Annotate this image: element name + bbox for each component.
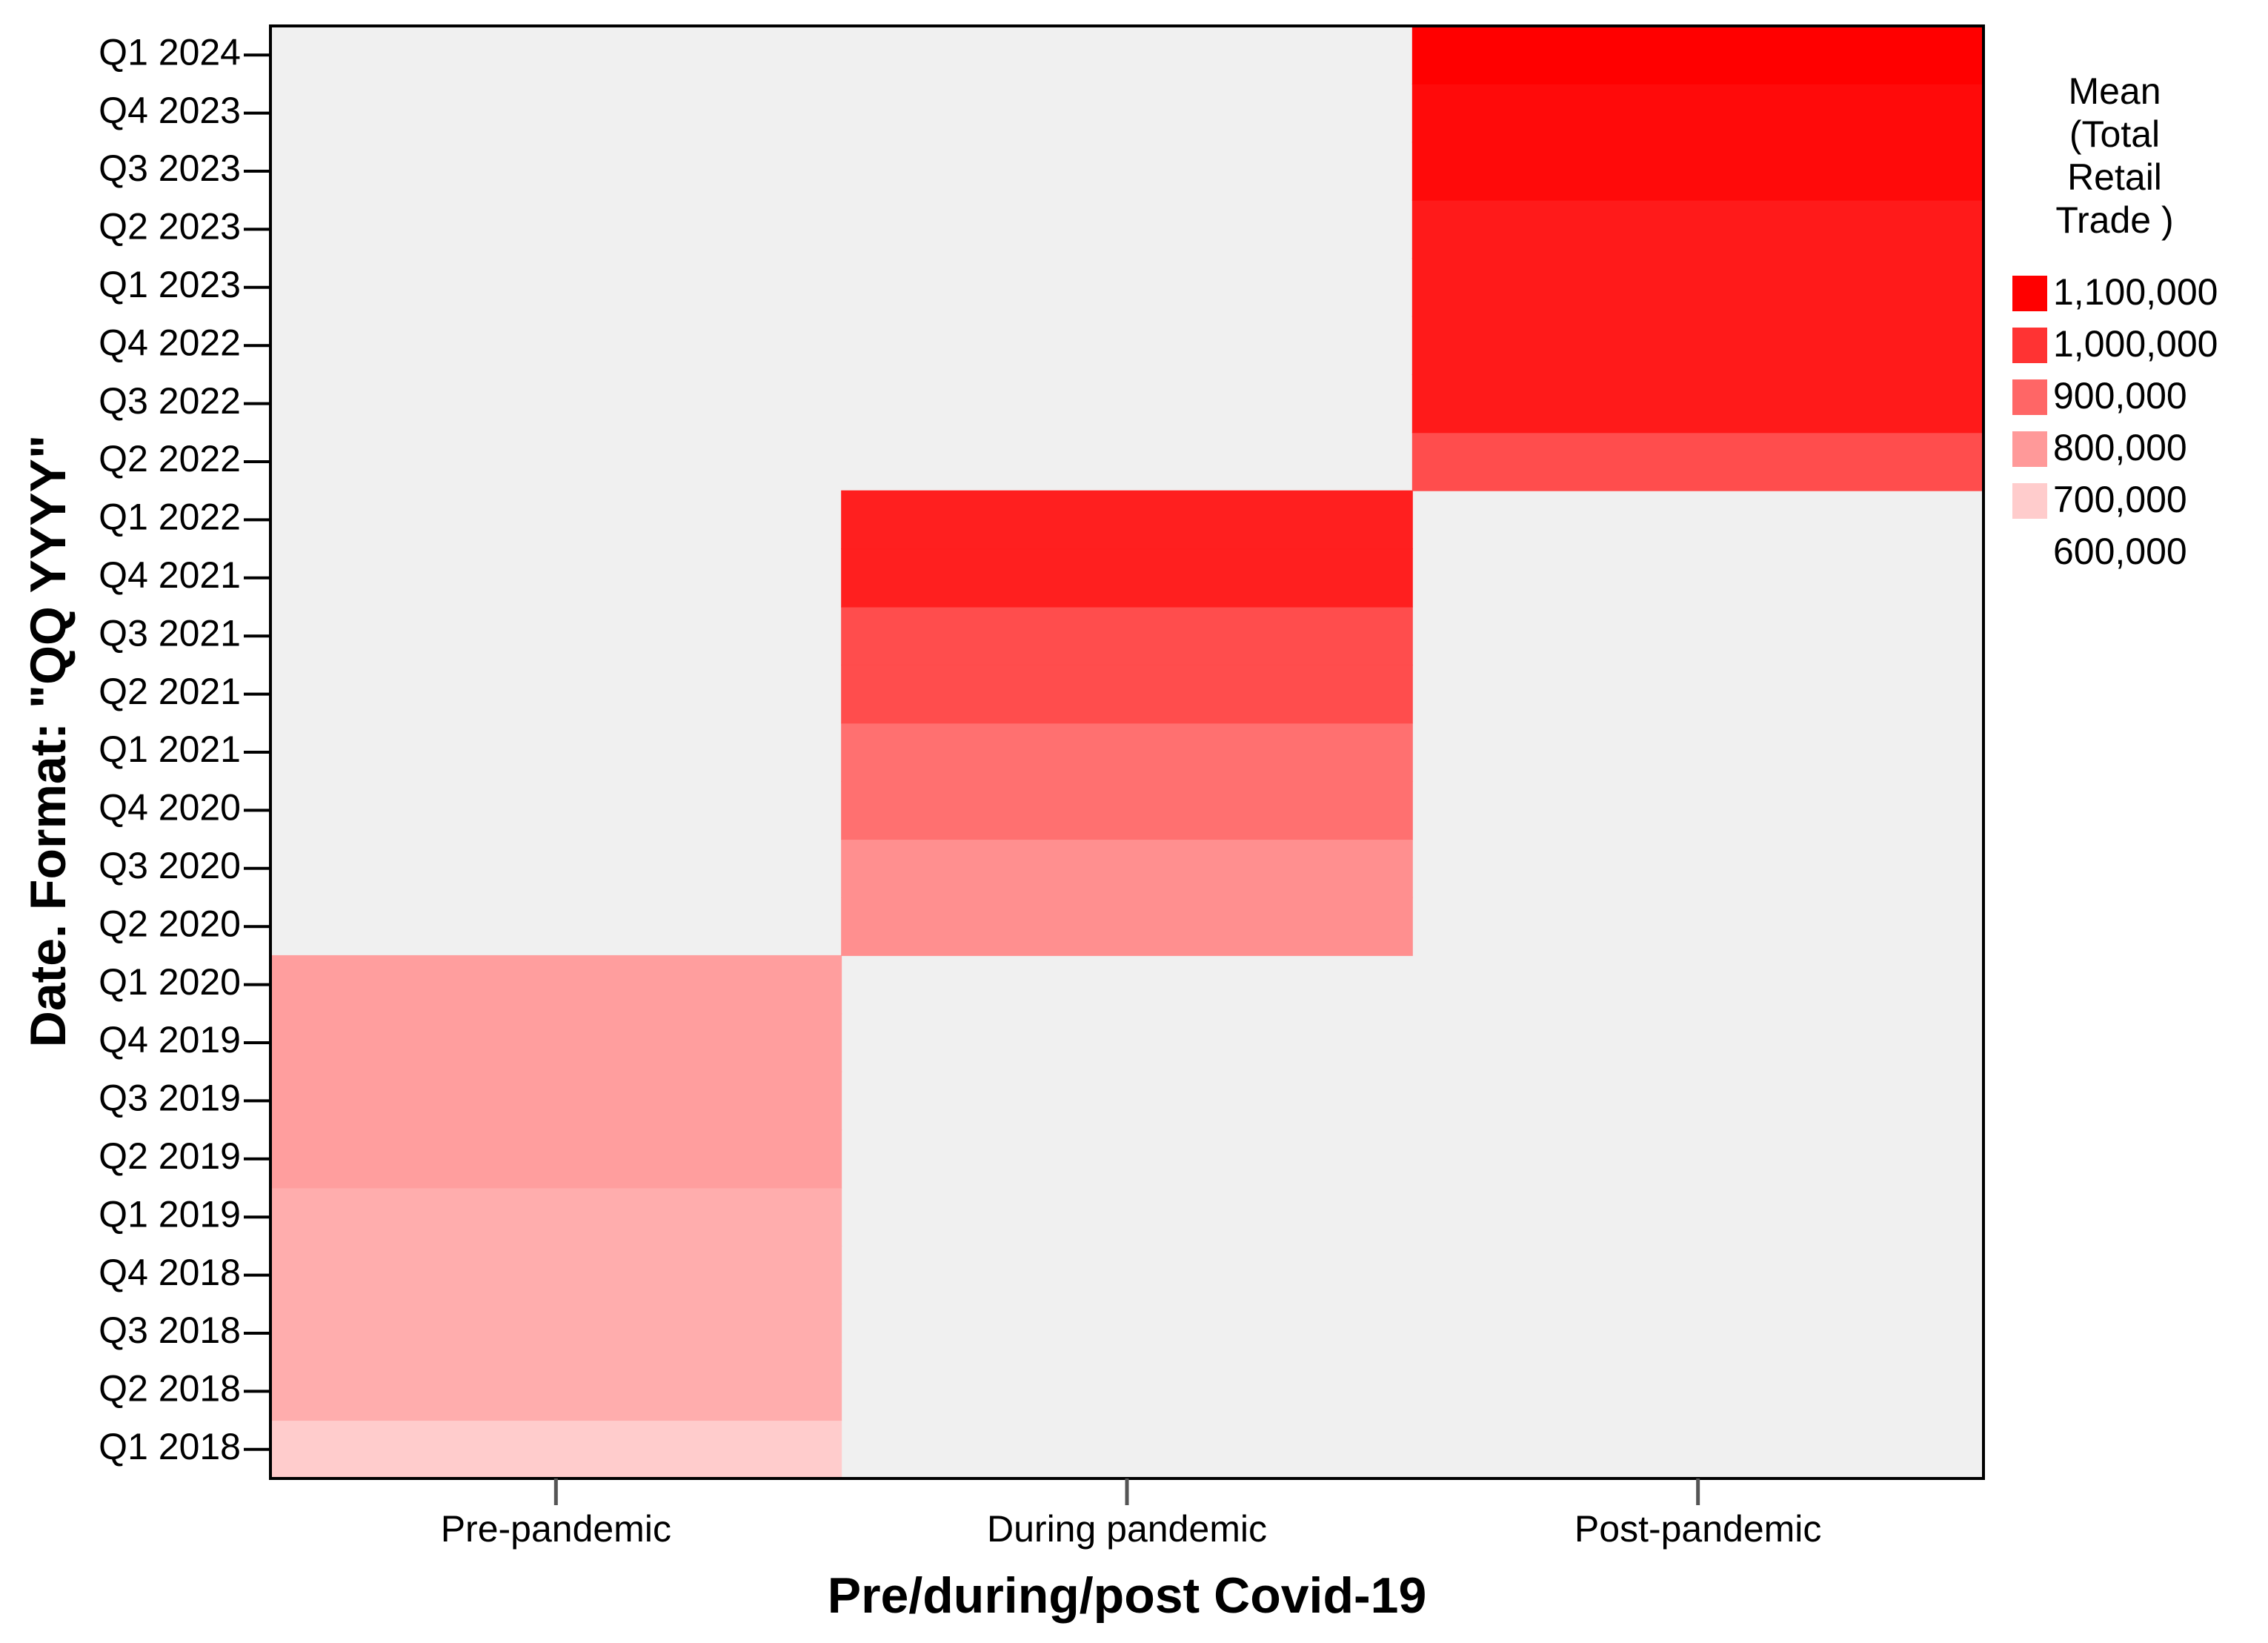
legend-swatch (2012, 379, 2047, 415)
y-tick-label: Q2 2019 (99, 1135, 241, 1177)
heat-cell (270, 1420, 842, 1479)
y-tick-label: Q2 2022 (99, 438, 241, 479)
y-tick-label: Q1 2019 (99, 1193, 241, 1235)
x-tick-label: During pandemic (987, 1508, 1267, 1550)
y-tick-label: Q4 2018 (99, 1252, 241, 1293)
legend-title: (Total (2069, 113, 2160, 155)
heat-cell (1411, 316, 1984, 375)
y-tick-label: Q3 2022 (99, 380, 241, 422)
heat-cell (1411, 258, 1984, 317)
y-tick-label: Q1 2020 (99, 961, 241, 1003)
heat-cell (841, 839, 1413, 898)
y-tick-label: Q1 2022 (99, 497, 241, 538)
y-tick-label: Q4 2020 (99, 787, 241, 829)
y-tick-label: Q2 2023 (99, 206, 241, 248)
legend-swatch (2012, 276, 2047, 311)
y-tick-label: Q3 2019 (99, 1078, 241, 1119)
heat-cell (1411, 199, 1984, 259)
y-tick-label: Q4 2019 (99, 1019, 241, 1061)
heat-cell (841, 548, 1413, 608)
heat-cell (841, 664, 1413, 724)
legend-swatch (2012, 483, 2047, 519)
heat-cell (841, 723, 1413, 782)
heat-cell (1411, 432, 1984, 491)
legend-swatch (2012, 431, 2047, 467)
y-tick-label: Q2 2021 (99, 671, 241, 712)
y-tick-label: Q1 2021 (99, 728, 241, 770)
heat-cell (841, 606, 1413, 666)
y-tick-label: Q4 2022 (99, 322, 241, 363)
heat-cell (841, 897, 1413, 956)
legend-swatch (2012, 328, 2047, 363)
heat-cell (1411, 25, 1984, 84)
heat-cell (270, 1245, 842, 1305)
legend-title: Mean (2068, 70, 2161, 112)
y-tick-label: Q4 2021 (99, 554, 241, 596)
y-tick-label: Q1 2024 (99, 31, 241, 73)
y-tick-label: Q1 2018 (99, 1426, 241, 1467)
heat-cell (270, 1129, 842, 1189)
y-tick-label: Q3 2020 (99, 845, 241, 886)
y-tick-label: Q3 2023 (99, 147, 241, 189)
heat-cell (270, 1071, 842, 1131)
y-tick-label: Q1 2023 (99, 264, 241, 305)
legend-label: 600,000 (2053, 531, 2187, 572)
y-tick-label: Q2 2020 (99, 903, 241, 944)
heat-cell (270, 1304, 842, 1363)
legend-label: 800,000 (2053, 427, 2187, 468)
y-tick-label: Q4 2023 (99, 90, 241, 131)
heat-cell (1411, 374, 1984, 434)
legend-swatch (2012, 535, 2047, 571)
heat-cell (841, 490, 1413, 550)
heat-cell (270, 955, 842, 1015)
heat-cell (270, 1013, 842, 1072)
heat-cell (270, 1187, 842, 1247)
heat-cell (270, 1361, 842, 1421)
y-axis-title: Date. Format: "QQ YYYY" (20, 435, 76, 1048)
y-tick-label: Q2 2018 (99, 1368, 241, 1410)
legend-label: 1,100,000 (2053, 271, 2218, 313)
x-axis-title: Pre/during/post Covid-19 (828, 1567, 1427, 1624)
legend-label: 1,000,000 (2053, 323, 2218, 365)
y-tick-label: Q3 2018 (99, 1310, 241, 1351)
heat-cell (1411, 83, 1984, 143)
y-tick-label: Q3 2021 (99, 612, 241, 654)
heat-cell (841, 780, 1413, 840)
heat-cell (1411, 142, 1984, 201)
legend-label: 700,000 (2053, 479, 2187, 520)
legend-title: Retail (2067, 156, 2162, 198)
x-tick-label: Post-pandemic (1574, 1508, 1822, 1550)
legend-title: Trade ) (2055, 199, 2173, 241)
x-tick-label: Pre-pandemic (441, 1508, 671, 1550)
legend-label: 900,000 (2053, 375, 2187, 416)
